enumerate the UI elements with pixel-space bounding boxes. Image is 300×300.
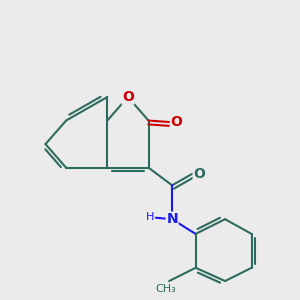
Text: O: O	[193, 167, 205, 181]
Text: CH₃: CH₃	[156, 284, 177, 294]
Text: O: O	[122, 90, 134, 104]
Text: N: N	[166, 212, 178, 226]
Text: O: O	[171, 115, 182, 129]
Text: H: H	[146, 212, 154, 222]
